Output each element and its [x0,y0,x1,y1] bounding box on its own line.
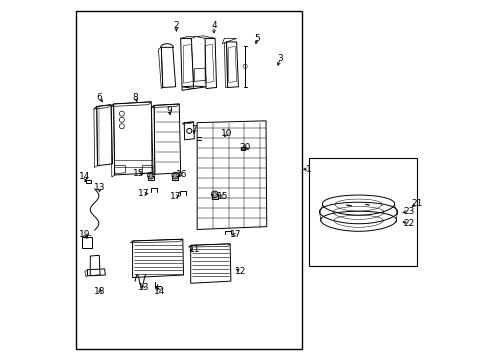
Text: 3: 3 [277,54,283,63]
Text: 11: 11 [188,246,200,255]
Text: 2: 2 [173,21,179,30]
Text: 18: 18 [94,287,105,296]
Bar [308,158,416,266]
Text: 15: 15 [133,169,144,178]
Text: 10: 10 [221,129,232,138]
Text: 17: 17 [137,189,149,198]
Text: 8: 8 [132,93,138,102]
Text: 13: 13 [137,283,149,292]
Text: 12: 12 [235,267,246,276]
Circle shape [212,193,216,196]
Circle shape [173,174,177,177]
Text: 1: 1 [305,165,311,174]
Text: 5: 5 [254,34,260,43]
Text: 14: 14 [153,287,164,296]
Text: 19: 19 [79,230,90,239]
Text: 13: 13 [94,183,105,192]
Bar [76,12,301,348]
Text: 21: 21 [410,199,422,208]
Text: 9: 9 [166,105,172,114]
Text: 15: 15 [217,192,228,201]
Text: 17: 17 [169,192,181,201]
Text: 17: 17 [229,230,241,239]
Text: 6: 6 [96,93,102,102]
Text: 14: 14 [79,172,90,181]
Text: 23: 23 [402,207,414,216]
Text: 7: 7 [191,125,197,134]
Text: 16: 16 [176,170,187,179]
Circle shape [149,174,152,177]
Text: 22: 22 [402,219,413,228]
Text: 4: 4 [211,21,216,30]
Text: 20: 20 [239,143,250,152]
